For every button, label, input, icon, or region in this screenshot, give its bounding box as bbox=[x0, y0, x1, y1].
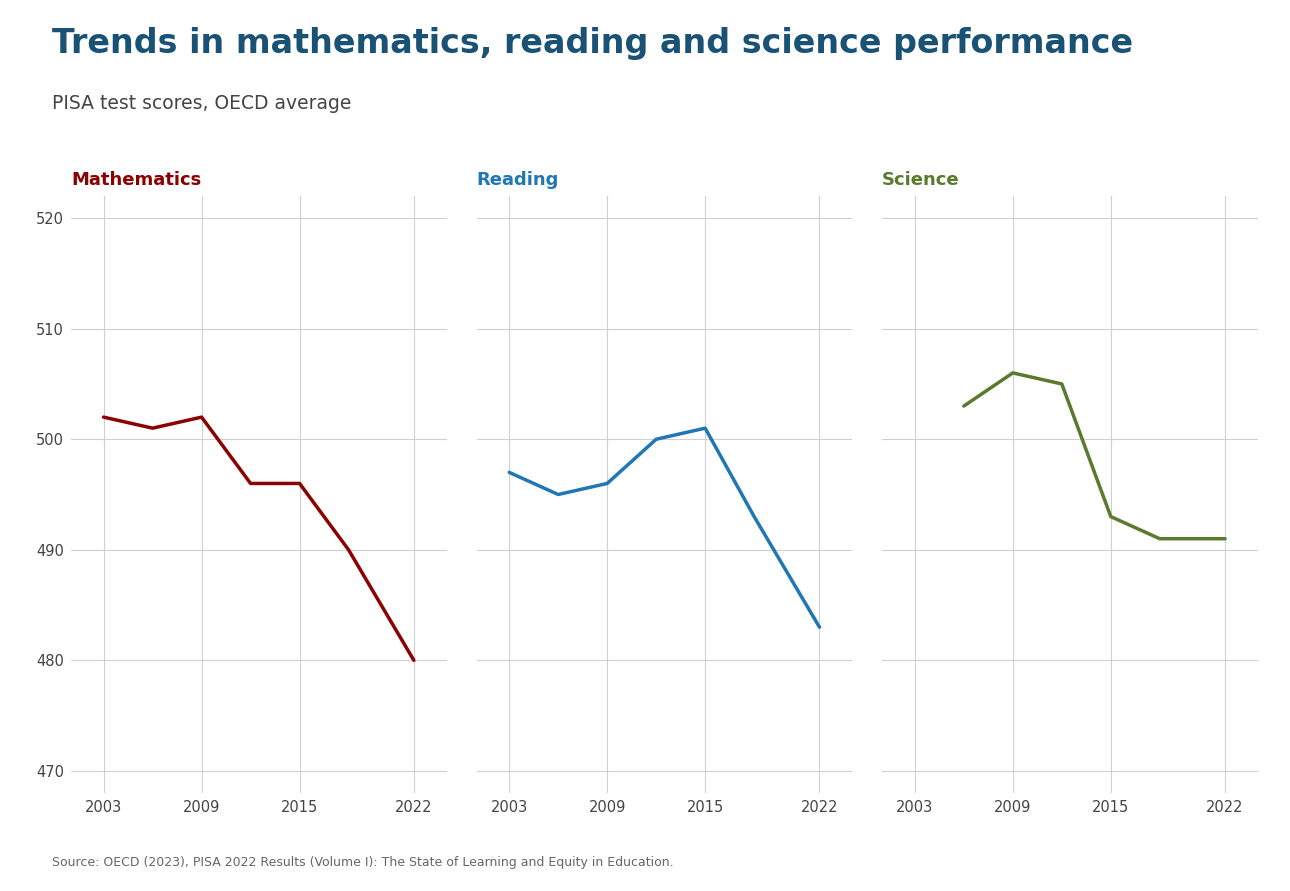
Text: Mathematics: Mathematics bbox=[71, 171, 201, 189]
Text: PISA test scores, OECD average: PISA test scores, OECD average bbox=[52, 94, 351, 112]
Text: Source: OECD (2023), PISA 2022 Results (Volume I): The State of Learning and Equ: Source: OECD (2023), PISA 2022 Results (… bbox=[52, 855, 673, 869]
Text: Science: Science bbox=[882, 171, 960, 189]
Text: Trends in mathematics, reading and science performance: Trends in mathematics, reading and scien… bbox=[52, 27, 1133, 60]
Text: Reading: Reading bbox=[476, 171, 559, 189]
